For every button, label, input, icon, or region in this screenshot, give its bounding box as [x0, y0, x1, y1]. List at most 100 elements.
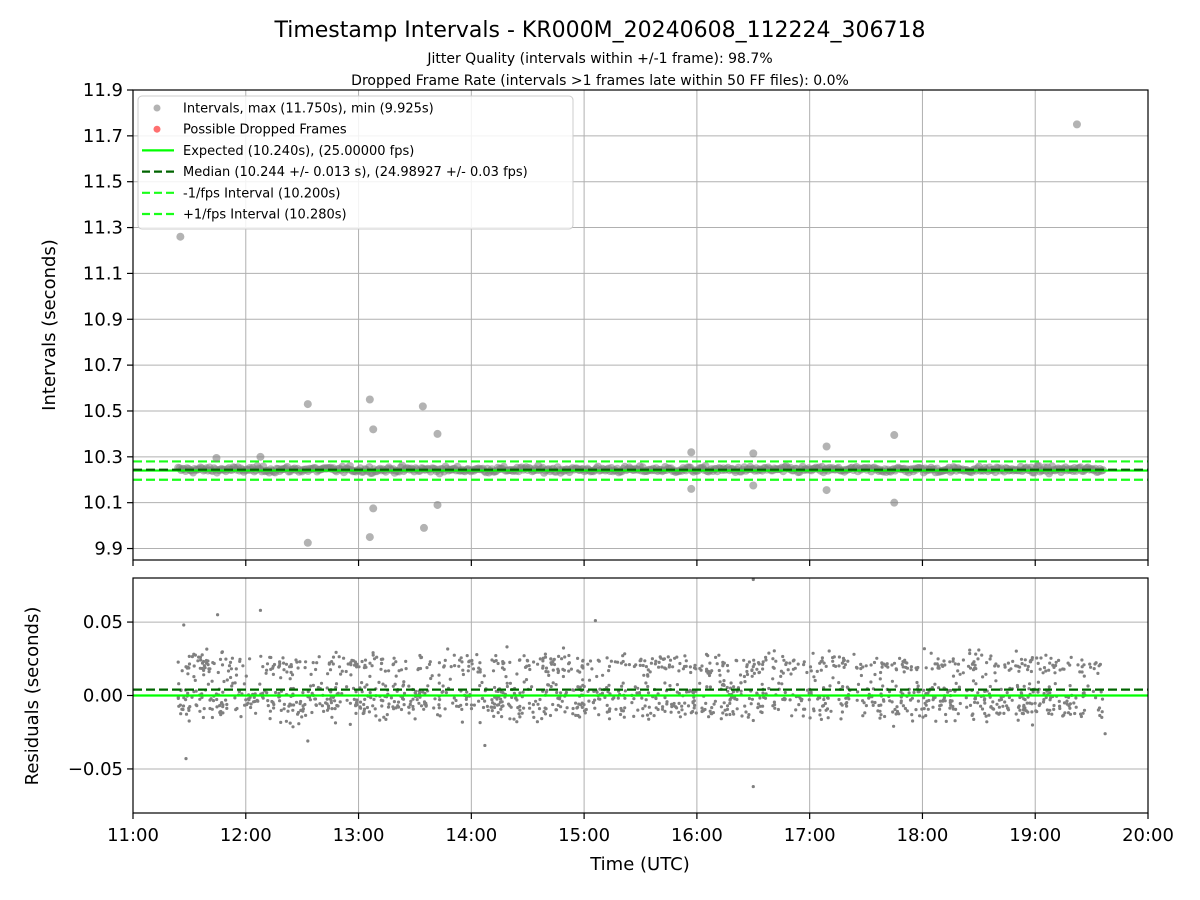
residual-point — [951, 657, 955, 661]
residual-point — [562, 668, 567, 672]
residual-point — [641, 714, 645, 718]
residual-point — [708, 685, 713, 689]
residual-point — [953, 719, 957, 723]
residual-point — [745, 669, 749, 674]
residual-point — [581, 658, 585, 662]
residual-point — [328, 668, 333, 672]
interval-outlier-point — [890, 498, 899, 507]
residual-point — [867, 696, 871, 700]
residual-point — [504, 675, 508, 679]
residual-point — [700, 709, 704, 714]
interval-outlier-point — [749, 449, 758, 458]
residual-point — [518, 691, 522, 695]
residual-point — [290, 673, 295, 677]
residual-point — [336, 691, 340, 695]
residual-point — [691, 690, 695, 695]
residual-point — [289, 670, 293, 675]
residual-point — [567, 653, 571, 658]
residual-point — [983, 711, 987, 716]
residual-point — [597, 713, 601, 717]
residual-point — [609, 659, 614, 663]
residual-point — [641, 707, 645, 711]
residual-point — [771, 677, 775, 681]
residual-outlier-point — [215, 613, 220, 617]
residual-point — [1062, 667, 1066, 671]
residual-point — [895, 705, 899, 709]
residual-point — [982, 698, 987, 702]
residual-point — [282, 661, 286, 665]
residual-point — [1036, 680, 1040, 684]
residual-point — [821, 704, 826, 708]
residual-point — [930, 667, 934, 671]
residual-point — [670, 702, 674, 706]
residual-point — [921, 715, 925, 719]
residual-point — [222, 679, 226, 684]
x-tick-label: 15:00 — [558, 825, 610, 846]
residual-point — [707, 715, 711, 719]
residual-point — [571, 706, 575, 711]
residual-point — [591, 701, 596, 705]
residual-point — [285, 670, 289, 674]
residual-point — [567, 669, 571, 673]
residual-point — [1099, 690, 1103, 694]
residual-point — [531, 703, 536, 707]
residual-point — [389, 696, 393, 700]
residual-point — [482, 674, 486, 678]
residual-point — [636, 686, 640, 690]
residual-point — [507, 702, 511, 706]
residual-point — [614, 707, 618, 711]
residual-point — [965, 705, 969, 709]
residual-point — [689, 711, 693, 715]
residual-point — [657, 701, 661, 706]
residual-point — [820, 656, 825, 660]
residual-point — [534, 699, 538, 703]
residual-point — [943, 699, 947, 703]
residual-point — [279, 720, 283, 725]
residual-point — [658, 655, 662, 659]
residual-point — [845, 685, 850, 689]
residual-point — [190, 655, 194, 659]
residual-point — [241, 664, 245, 668]
residual-point — [636, 708, 640, 712]
residual-point — [703, 707, 707, 712]
residual-point — [397, 669, 401, 673]
residual-point — [499, 697, 503, 701]
residual-point — [515, 672, 519, 676]
residual-point — [601, 673, 605, 677]
residual-point — [976, 701, 980, 705]
residual-point — [909, 665, 914, 669]
residual-point — [176, 696, 180, 701]
residual-point — [186, 672, 190, 676]
residual-point — [331, 695, 335, 700]
residual-point — [363, 685, 367, 689]
legend: Intervals, max (11.750s), min (9.925s) Po… — [137, 95, 574, 230]
residual-point — [329, 690, 333, 694]
residual-point — [732, 685, 736, 689]
residual-point — [660, 665, 664, 669]
residual-point — [292, 703, 296, 707]
residual-point — [424, 701, 428, 705]
residual-point — [464, 697, 468, 702]
residual-point — [750, 697, 755, 701]
residual-point — [402, 691, 407, 695]
residual-point — [657, 665, 661, 669]
residual-point — [739, 681, 743, 685]
residual-point — [1007, 668, 1011, 672]
top-reference-lines — [133, 460, 1148, 481]
residual-point — [755, 667, 759, 671]
residual-point — [956, 712, 960, 716]
residual-point — [864, 704, 869, 708]
residual-point — [284, 662, 289, 666]
residual-point — [794, 708, 798, 712]
residual-point — [1014, 649, 1018, 653]
residual-point — [1067, 695, 1071, 700]
residual-point — [873, 700, 877, 705]
residual-point — [920, 707, 924, 711]
residual-point — [563, 655, 567, 659]
interval-outlier-point — [687, 448, 696, 457]
residual-point — [294, 658, 298, 662]
residual-point — [635, 691, 639, 695]
residual-point — [437, 706, 441, 710]
residual-point — [187, 662, 192, 666]
residual-point — [1023, 658, 1027, 662]
